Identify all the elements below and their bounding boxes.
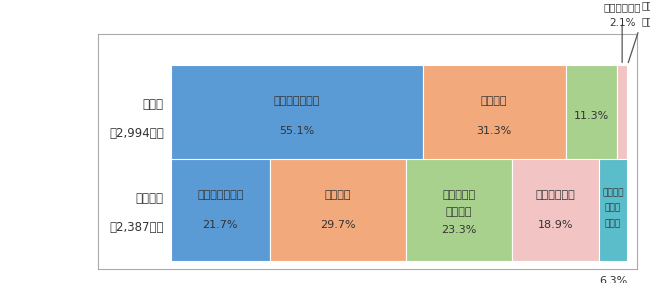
Text: そう思: そう思 bbox=[605, 204, 621, 213]
Text: そう思う: そう思う bbox=[481, 97, 508, 106]
Text: 29.7%: 29.7% bbox=[320, 220, 356, 230]
Bar bbox=[627, 65, 628, 167]
Text: そう思う: そう思う bbox=[324, 190, 351, 200]
Bar bbox=[599, 159, 627, 261]
Text: とてもそう思う: とてもそう思う bbox=[197, 190, 244, 200]
Bar bbox=[512, 159, 599, 261]
Text: 2.1%: 2.1% bbox=[609, 18, 636, 28]
Text: まったく: まったく bbox=[603, 188, 624, 197]
Text: 6.3%: 6.3% bbox=[599, 276, 627, 283]
Text: 31.3%: 31.3% bbox=[476, 126, 512, 136]
Text: 無延滞者: 無延滞者 bbox=[136, 192, 164, 205]
Text: 55.1%: 55.1% bbox=[279, 126, 314, 136]
Bar bbox=[171, 65, 422, 167]
Text: いえない: いえない bbox=[446, 207, 472, 217]
Text: まったくそう: まったくそう bbox=[641, 1, 650, 10]
Bar bbox=[171, 159, 270, 261]
Bar bbox=[618, 65, 627, 167]
Bar bbox=[406, 159, 512, 261]
Text: 延滞者: 延滞者 bbox=[143, 98, 164, 111]
Text: わない: わない bbox=[605, 219, 621, 228]
Bar bbox=[422, 65, 566, 167]
Bar bbox=[566, 65, 618, 167]
Text: （2,994人）: （2,994人） bbox=[109, 127, 164, 140]
Text: そう思わない: そう思わない bbox=[536, 190, 575, 200]
Text: 18.9%: 18.9% bbox=[538, 220, 573, 230]
Text: 21.7%: 21.7% bbox=[203, 220, 238, 230]
Text: 思わない0.2%: 思わない0.2% bbox=[641, 16, 650, 26]
Text: どちらとも: どちらとも bbox=[443, 190, 476, 200]
Text: （2,387人）: （2,387人） bbox=[109, 221, 164, 234]
Text: そう思わない: そう思わない bbox=[603, 3, 641, 12]
Text: 23.3%: 23.3% bbox=[441, 225, 476, 235]
Bar bbox=[270, 159, 406, 261]
Text: とてもそう思う: とてもそう思う bbox=[274, 97, 320, 106]
Text: 11.3%: 11.3% bbox=[574, 111, 609, 121]
